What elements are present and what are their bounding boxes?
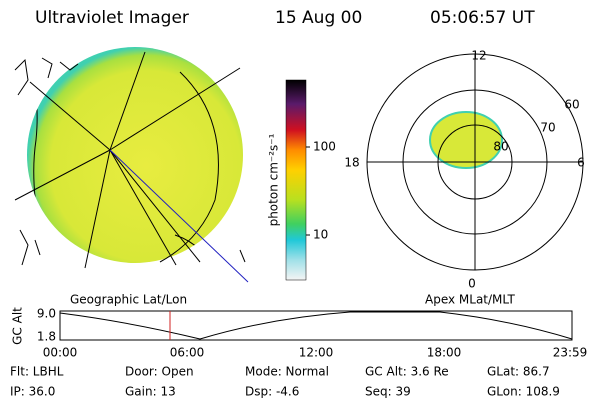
colorbar-label: photon cm⁻²s⁻¹ [267,133,281,226]
altitude-axis-label: GC Alt [11,307,25,345]
status-field: GLat: 86.7 [487,365,550,379]
panel-label: Apex MLat/MLT [425,293,515,307]
panel-label: Geographic Lat/Lon [70,293,187,307]
lat-label: 80 [493,140,508,154]
status-field: Gain: 13 [125,385,176,399]
altitude-x-label: 18:00 [427,346,462,360]
status-field: Seq: 39 [365,385,411,399]
mlt-label: 0 [468,277,476,291]
status-field: Door: Open [125,365,194,379]
colorbar-tick-label: 10 [313,228,328,242]
colorbar-tick-label: 100 [313,140,336,154]
altitude-x-label: 00:00 [43,346,78,360]
lat-label: 70 [540,121,555,135]
status-field: Mode: Normal [245,365,329,379]
mlt-label: 18 [344,156,359,170]
status-field: IP: 36.0 [10,385,55,399]
status-block: Flt: LBHL Door: Open Mode: Normal GC Alt: 3… [10,365,560,399]
status-field: Flt: LBHL [10,365,64,379]
altitude-x-label: 12:00 [299,346,334,360]
altitude-y-label: 9.0 [37,307,56,321]
colorbar [285,79,307,281]
status-field: Dsp: -4.6 [245,385,299,399]
geo-image [14,47,249,283]
date: 15 Aug 00 [275,8,362,28]
lat-label: 60 [564,98,579,112]
status-field: GC Alt: 3.6 Re [365,365,449,379]
altitude-y-label: 1.8 [37,330,56,344]
altitude-plot [59,310,573,341]
status-field: GLon: 108.9 [487,385,560,399]
altitude-x-label: 06:00 [170,346,205,360]
polar-plot [366,53,584,271]
altitude-x-label: 23:59 [553,346,588,360]
mlt-label: 12 [471,49,486,63]
time: 05:06:57 UT [430,8,535,28]
mlt-label: 6 [577,156,585,170]
title: Ultraviolet Imager [35,8,189,28]
